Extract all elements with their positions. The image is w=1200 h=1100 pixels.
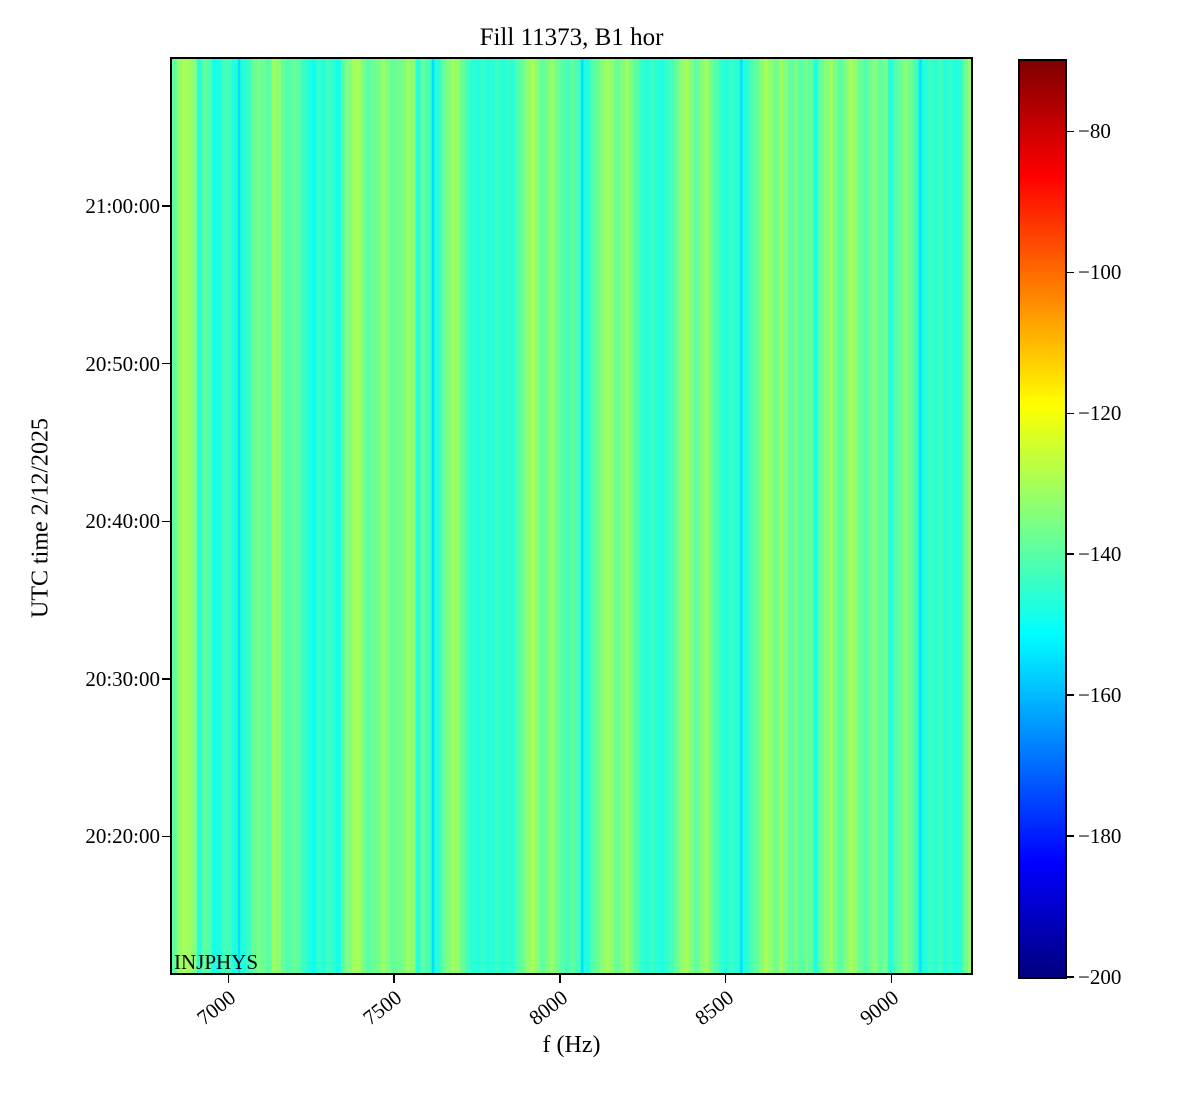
x-tick-label: 8000 [524, 985, 573, 1030]
y-tick-mark [162, 205, 170, 207]
colorbar-tick-mark [1067, 976, 1074, 978]
x-tick-label: 7000 [192, 985, 241, 1030]
spectrogram-canvas [172, 59, 971, 973]
x-tick-mark [559, 975, 561, 983]
colorbar-tick-mark [1067, 130, 1074, 133]
heatmap-plot-area: INJPHYS [170, 57, 973, 975]
y-tick-mark [162, 835, 170, 838]
x-tick-mark [393, 975, 395, 983]
x-tick-mark [724, 975, 727, 983]
y-tick-mark [162, 678, 170, 680]
colorbar-canvas [1020, 61, 1065, 977]
x-axis-label: f (Hz) [542, 1032, 601, 1058]
y-tick-mark [162, 520, 170, 522]
y-tick-label: 20:40:00 [85, 509, 160, 534]
x-tick-label: 7500 [358, 985, 407, 1030]
x-tick-mark [890, 975, 893, 983]
colorbar-tick-mark [1067, 835, 1074, 837]
colorbar-tick-mark [1067, 271, 1074, 274]
x-tick-label: 9000 [855, 985, 904, 1030]
x-tick-mark [227, 975, 230, 983]
x-tick-label: 8500 [689, 985, 738, 1030]
colorbar [1018, 59, 1067, 979]
colorbar-tick-label: −120 [1078, 401, 1122, 426]
y-tick-label: 21:00:00 [85, 194, 160, 219]
colorbar-tick-label: −80 [1078, 119, 1111, 144]
colorbar-tick-label: −180 [1078, 824, 1122, 849]
y-tick-label: 20:30:00 [85, 666, 160, 691]
y-tick-label: 20:20:00 [85, 824, 160, 849]
colorbar-tick-mark [1067, 553, 1074, 555]
colorbar-tick-label: −100 [1078, 260, 1122, 285]
beam-mode-annotation: INJPHYS [174, 950, 259, 974]
chart-title: Fill 11373, B1 hor [479, 24, 664, 51]
colorbar-tick-label: −140 [1078, 542, 1122, 567]
colorbar-tick-mark [1067, 412, 1074, 415]
colorbar-tick-label: −160 [1078, 683, 1122, 708]
y-tick-mark [162, 362, 170, 365]
colorbar-tick-mark [1067, 694, 1074, 696]
colorbar-tick-label: −200 [1078, 965, 1122, 989]
y-tick-label: 20:50:00 [85, 351, 160, 376]
